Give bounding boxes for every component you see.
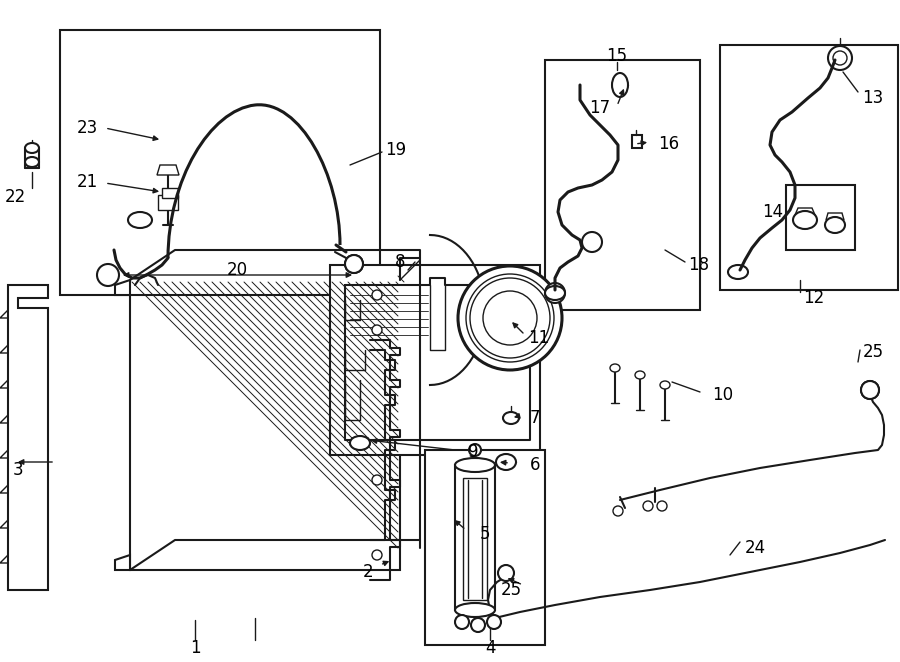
Ellipse shape: [660, 381, 670, 389]
Ellipse shape: [372, 475, 382, 485]
Ellipse shape: [25, 157, 39, 167]
Text: 25: 25: [863, 343, 884, 361]
Polygon shape: [795, 208, 815, 215]
Text: 2: 2: [363, 563, 373, 581]
Polygon shape: [158, 195, 178, 210]
Text: 6: 6: [530, 456, 541, 474]
Ellipse shape: [372, 550, 382, 560]
Ellipse shape: [350, 436, 370, 450]
Bar: [330, 265, 540, 455]
Text: 19: 19: [385, 141, 406, 159]
Text: 7: 7: [530, 409, 541, 427]
Ellipse shape: [635, 371, 645, 379]
Text: 13: 13: [862, 89, 883, 107]
Ellipse shape: [25, 143, 39, 153]
Polygon shape: [8, 285, 48, 590]
Text: 12: 12: [803, 289, 824, 307]
Circle shape: [828, 46, 852, 70]
Bar: [425, 450, 545, 645]
Ellipse shape: [496, 454, 516, 470]
Text: 18: 18: [688, 256, 709, 274]
Polygon shape: [826, 213, 844, 220]
Bar: [786, 185, 855, 250]
Polygon shape: [130, 280, 400, 570]
Circle shape: [469, 444, 481, 456]
Bar: [463, 478, 487, 600]
Text: 11: 11: [528, 329, 549, 347]
Circle shape: [470, 278, 550, 358]
Ellipse shape: [545, 286, 565, 300]
Text: 15: 15: [607, 47, 627, 65]
Circle shape: [466, 274, 554, 362]
Ellipse shape: [610, 364, 620, 372]
Polygon shape: [632, 135, 642, 148]
Text: 17: 17: [589, 99, 610, 117]
Circle shape: [487, 615, 501, 629]
Ellipse shape: [825, 217, 845, 233]
Ellipse shape: [372, 290, 382, 300]
Bar: [455, 465, 495, 610]
Polygon shape: [157, 165, 179, 175]
Text: 8: 8: [394, 253, 405, 271]
Circle shape: [657, 501, 667, 511]
Circle shape: [483, 291, 537, 345]
Bar: [545, 60, 700, 310]
Circle shape: [475, 283, 545, 353]
Text: 25: 25: [501, 581, 522, 599]
Text: 23: 23: [76, 119, 98, 137]
Circle shape: [504, 312, 516, 324]
Circle shape: [643, 501, 653, 511]
Circle shape: [471, 618, 485, 632]
Ellipse shape: [372, 325, 382, 335]
Circle shape: [498, 565, 514, 581]
Text: 1: 1: [190, 639, 201, 657]
Text: 9: 9: [468, 443, 479, 461]
Circle shape: [458, 266, 562, 370]
Polygon shape: [350, 438, 370, 445]
Text: 14: 14: [762, 203, 783, 221]
Ellipse shape: [128, 212, 152, 228]
Text: 24: 24: [745, 539, 766, 557]
Ellipse shape: [793, 211, 817, 229]
Text: 16: 16: [658, 135, 680, 153]
Circle shape: [861, 381, 879, 399]
Text: 22: 22: [4, 188, 25, 206]
Text: 5: 5: [480, 525, 491, 543]
Ellipse shape: [503, 412, 519, 424]
Ellipse shape: [455, 458, 495, 472]
Text: 10: 10: [712, 386, 733, 404]
Ellipse shape: [728, 265, 748, 279]
Bar: [720, 45, 898, 290]
Circle shape: [455, 615, 469, 629]
Text: 20: 20: [227, 261, 248, 279]
Text: 4: 4: [485, 639, 495, 657]
Polygon shape: [115, 555, 130, 570]
Circle shape: [345, 255, 363, 273]
Text: 3: 3: [13, 461, 23, 479]
Circle shape: [545, 283, 565, 303]
Circle shape: [345, 255, 363, 273]
Circle shape: [97, 264, 119, 286]
Polygon shape: [115, 280, 130, 295]
Circle shape: [861, 381, 879, 399]
Polygon shape: [162, 188, 178, 198]
Ellipse shape: [612, 73, 628, 97]
Circle shape: [582, 232, 602, 252]
Bar: [60, 30, 380, 295]
Ellipse shape: [455, 603, 495, 617]
Circle shape: [492, 300, 528, 336]
Circle shape: [613, 506, 623, 516]
Text: 21: 21: [76, 173, 98, 191]
Circle shape: [833, 51, 847, 65]
